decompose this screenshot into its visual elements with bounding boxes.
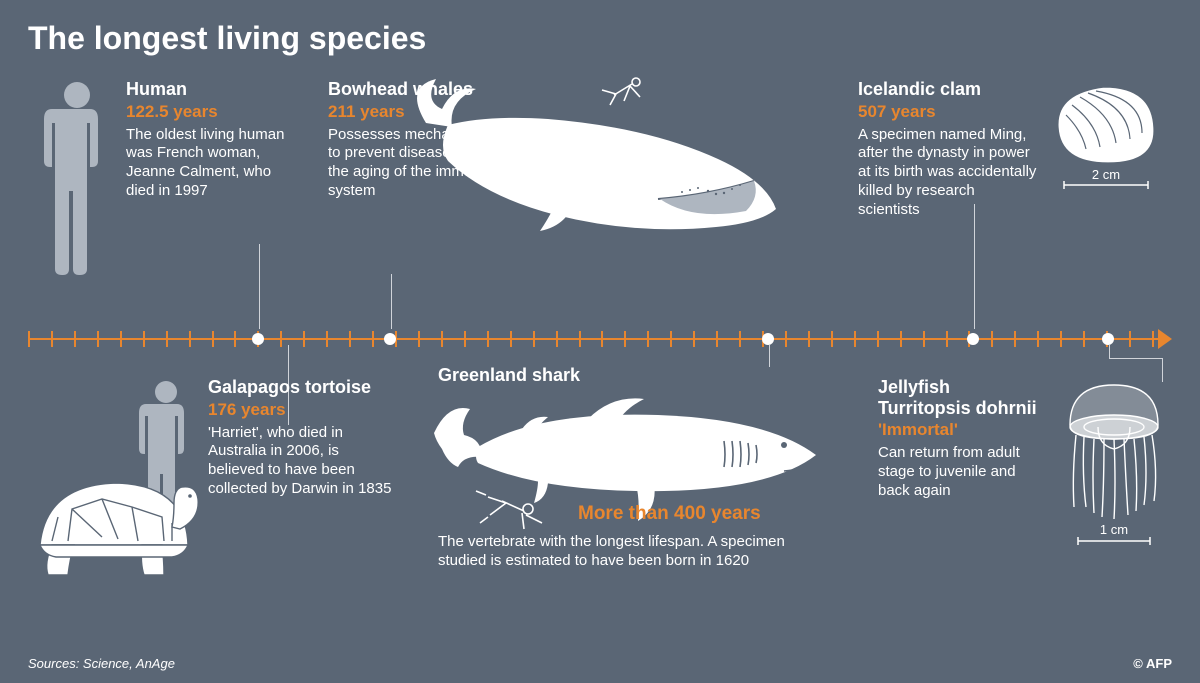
species-desc: A specimen named Ming, after the dynasty… xyxy=(858,126,1038,220)
species-age: 'Immortal' xyxy=(878,420,1038,440)
timeline-dot xyxy=(384,333,396,345)
timeline-dot xyxy=(1102,333,1114,345)
species-jellyfish: Jellyfish Turritopsis dohrnii 'Immortal'… xyxy=(878,377,1038,501)
credit-label: © AFP xyxy=(1133,656,1172,671)
clam-icon: 2 cm xyxy=(1046,81,1166,201)
species-name: Human xyxy=(126,79,296,100)
timeline xyxy=(28,324,1172,354)
species-name: Jellyfish xyxy=(878,377,1038,398)
timeline-arrow-icon xyxy=(1158,329,1172,349)
species-age: 176 years xyxy=(208,400,398,420)
species-subname: Turritopsis dohrnii xyxy=(878,398,1038,419)
species-name: Greenland shark xyxy=(438,365,798,386)
species-tortoise: Galapagos tortoise 176 years 'Harriet', … xyxy=(208,377,398,499)
timeline-dot xyxy=(967,333,979,345)
infographic-canvas: Human 122.5 years The oldest living huma… xyxy=(28,69,1172,659)
scale-label: 2 cm xyxy=(1092,167,1120,182)
species-clam: Icelandic clam 507 years A specimen name… xyxy=(858,79,1038,219)
whale-icon xyxy=(408,73,788,243)
scale-label: 1 cm xyxy=(1100,522,1128,537)
page-title: The longest living species xyxy=(28,20,1172,57)
human-icon xyxy=(42,79,112,279)
species-desc: 'Harriet', who died in Australia in 2006… xyxy=(208,424,398,499)
species-shark-age: More than 400 years xyxy=(578,501,828,525)
species-name: Galapagos tortoise xyxy=(208,377,398,398)
jellyfish-icon: 1 cm xyxy=(1054,377,1174,557)
tortoise-icon xyxy=(22,467,202,587)
species-desc: The oldest living human was French woman… xyxy=(126,126,296,201)
timeline-dot xyxy=(762,333,774,345)
species-desc: Can return from adult stage to juvenile … xyxy=(878,444,1038,500)
species-desc: The vertebrate with the longest lifespan… xyxy=(438,533,798,571)
sources-label: Sources: Science, AnAge xyxy=(28,656,175,671)
species-name: Icelandic clam xyxy=(858,79,1038,100)
species-human: Human 122.5 years The oldest living huma… xyxy=(126,79,296,201)
timeline-dot xyxy=(252,333,264,345)
species-age: 507 years xyxy=(858,102,1038,122)
species-shark-desc: The vertebrate with the longest lifespan… xyxy=(438,529,798,571)
species-age: 122.5 years xyxy=(126,102,296,122)
species-age: More than 400 years xyxy=(578,503,828,525)
species-shark: Greenland shark xyxy=(438,365,798,386)
